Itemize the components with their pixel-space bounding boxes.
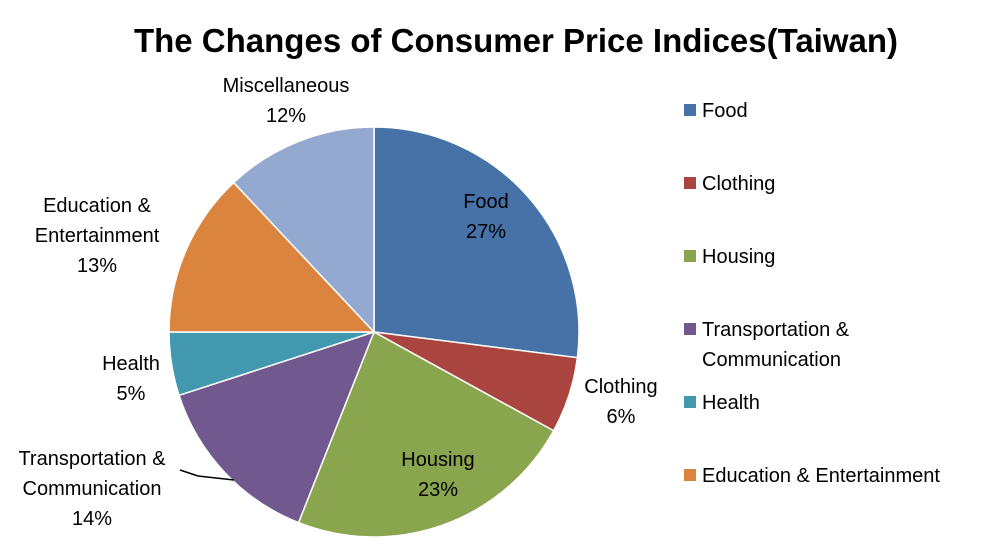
- legend-label: Clothing: [702, 173, 776, 195]
- pie-slice-education-entertainment: [168, 181, 376, 333]
- chart-title: The Changes of Consumer Price Indices(Ta…: [133, 22, 899, 59]
- legend-swatch: [684, 323, 696, 335]
- slice-label-transportation-communication: Transportation & Communication 14%: [18, 448, 166, 530]
- legend-label: Transportation & Communication: [702, 319, 850, 371]
- pie-slices: [168, 126, 580, 538]
- legend-label: Food: [702, 100, 748, 122]
- slice-label-clothing: Clothing 6%: [584, 376, 657, 428]
- leader-line: [179, 469, 235, 481]
- slice-labels: Food 27% Clothing 6% Housing 23% Transportatio…: [18, 75, 657, 530]
- slice-label-food: Food 27%: [463, 191, 509, 243]
- legend-swatch: [684, 177, 696, 189]
- legend-label: Education & Entertainment: [702, 465, 940, 487]
- legend-swatch: [684, 250, 696, 262]
- slice-label-housing: Housing 23%: [401, 449, 474, 501]
- pie-slice-housing: [297, 330, 555, 538]
- pie-slice-miscellaneous: [232, 126, 375, 334]
- slice-label-health: Health 5%: [102, 353, 160, 405]
- legend-swatch: [684, 104, 696, 116]
- pie-slice-food: [373, 126, 580, 359]
- slice-label-miscellaneous: Miscellaneous 12%: [223, 75, 350, 127]
- legend-swatch: [684, 469, 696, 481]
- legend-label: Health: [702, 392, 760, 414]
- legend-label: Housing: [702, 246, 776, 268]
- slice-label-education-entertainment: Education & Entertainment 13%: [35, 195, 160, 277]
- legend-swatch: [684, 396, 696, 408]
